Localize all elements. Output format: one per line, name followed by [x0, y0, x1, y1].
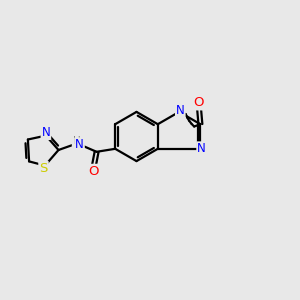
Text: O: O: [88, 165, 99, 178]
Text: N: N: [41, 126, 50, 139]
Text: N: N: [75, 138, 84, 152]
Text: S: S: [39, 162, 48, 175]
Text: N: N: [176, 104, 185, 117]
Text: N: N: [197, 142, 206, 155]
Text: H: H: [73, 136, 80, 146]
Text: O: O: [194, 96, 204, 110]
